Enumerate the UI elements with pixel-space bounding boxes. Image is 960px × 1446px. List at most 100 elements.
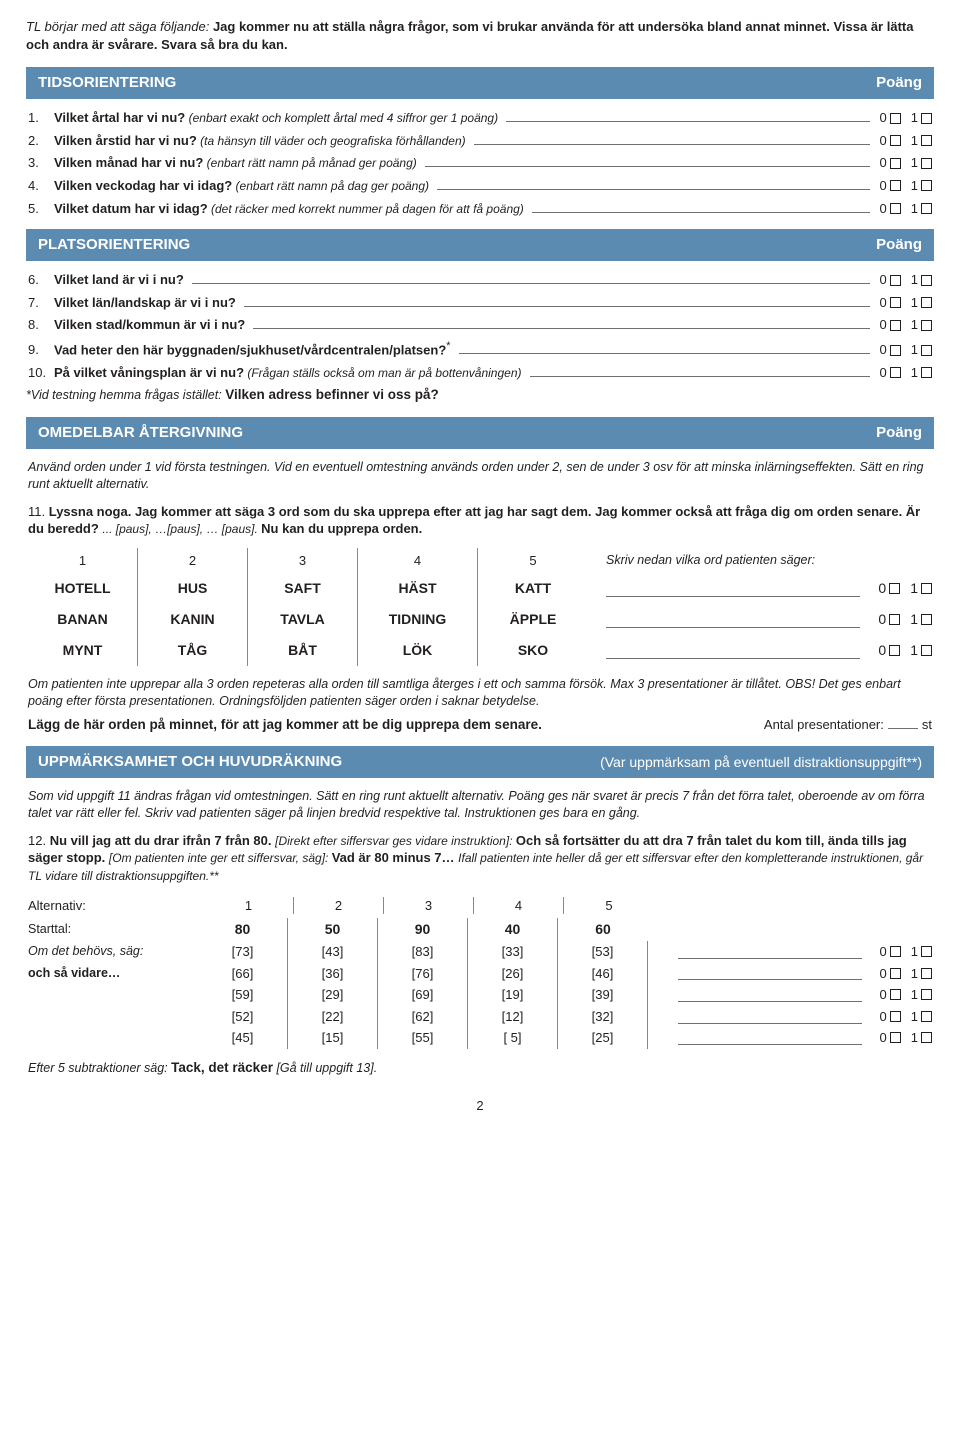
score-boxes: 01 xyxy=(880,132,932,150)
answer-line[interactable] xyxy=(678,1031,862,1045)
checkbox-0[interactable] xyxy=(890,1011,901,1022)
checkbox-1[interactable] xyxy=(921,345,932,356)
checkbox-0[interactable] xyxy=(890,320,901,331)
alt-num: 1 xyxy=(204,897,294,915)
answer-line[interactable] xyxy=(606,642,860,659)
checkbox-1[interactable] xyxy=(921,946,932,957)
checkbox-1[interactable] xyxy=(921,367,932,378)
pres-input-line[interactable] xyxy=(888,717,918,729)
answer-line[interactable] xyxy=(253,318,869,330)
word-cell: LÖK xyxy=(358,635,478,666)
q-text: Vilket land är vi i nu? xyxy=(54,271,184,289)
answer-line[interactable] xyxy=(606,580,860,597)
score-1: 1 xyxy=(911,109,932,127)
sub-num: [73] xyxy=(198,941,288,963)
answer-line[interactable] xyxy=(459,343,870,355)
checkbox-0[interactable] xyxy=(889,645,900,656)
answer-line[interactable] xyxy=(678,988,862,1002)
start-num: 50 xyxy=(288,918,378,941)
answer-line[interactable] xyxy=(244,295,870,307)
score-cell: 01 xyxy=(868,573,932,604)
sub-num: [36] xyxy=(288,963,378,985)
score-1: 1 xyxy=(911,200,932,218)
checkbox-1[interactable] xyxy=(921,113,932,124)
answer-line[interactable] xyxy=(532,201,870,213)
checkbox-1[interactable] xyxy=(921,180,932,191)
checkbox-0[interactable] xyxy=(890,203,901,214)
checkbox-0[interactable] xyxy=(889,583,900,594)
answer-line[interactable] xyxy=(678,966,862,980)
score-1: 1 xyxy=(910,641,932,660)
checkbox-1[interactable] xyxy=(921,158,932,169)
checkbox-1[interactable] xyxy=(921,320,932,331)
after-words-note: Om patienten inte upprepar alla 3 orden … xyxy=(28,676,932,710)
answer-line[interactable] xyxy=(530,365,870,377)
q-num: 6. xyxy=(28,271,50,289)
checkbox-1[interactable] xyxy=(921,275,932,286)
checkbox-0[interactable] xyxy=(890,180,901,191)
score-1: 1 xyxy=(911,965,932,983)
score-0: 0 xyxy=(880,294,901,312)
word-col-num: 4 xyxy=(358,548,478,574)
q12-num: 12. xyxy=(28,833,46,848)
checkbox-0[interactable] xyxy=(890,989,901,1000)
checkbox-0[interactable] xyxy=(890,275,901,286)
question-row: 8.Vilken stad/kommun är vi i nu?01 xyxy=(28,316,932,334)
score-0: 0 xyxy=(880,1029,901,1047)
checkbox-0[interactable] xyxy=(889,614,900,625)
answer-line[interactable] xyxy=(192,273,870,285)
checkbox-0[interactable] xyxy=(890,158,901,169)
sub-num: [15] xyxy=(288,1027,378,1049)
checkbox-0[interactable] xyxy=(890,367,901,378)
checkbox-0[interactable] xyxy=(890,946,901,957)
word-col-num: 5 xyxy=(478,548,588,574)
score-boxes: 01 xyxy=(880,294,932,312)
question-row: 9.Vad heter den här byggnaden/sjukhuset/… xyxy=(28,339,932,359)
checkbox-1[interactable] xyxy=(921,614,932,625)
checkbox-0[interactable] xyxy=(890,113,901,124)
score-boxes: 01 xyxy=(880,154,932,172)
section-header-tidsorientering: TIDSORIENTERING Poäng xyxy=(26,67,934,99)
answer-line[interactable] xyxy=(678,1009,862,1023)
checkbox-1[interactable] xyxy=(921,645,932,656)
answer-line[interactable] xyxy=(437,178,870,190)
checkbox-1[interactable] xyxy=(921,968,932,979)
sub-num: [25] xyxy=(558,1027,648,1049)
sub-num: [53] xyxy=(558,941,648,963)
q12-ital2: [Om patienten inte ger ett siffersvar, s… xyxy=(109,851,332,865)
answer-line[interactable] xyxy=(506,111,869,123)
checkbox-1[interactable] xyxy=(921,583,932,594)
score-cell: 01 xyxy=(872,943,932,961)
start-num: 40 xyxy=(468,918,558,941)
score-1: 1 xyxy=(910,579,932,598)
checkbox-1[interactable] xyxy=(921,203,932,214)
checkbox-0[interactable] xyxy=(890,135,901,146)
q-text: Vilket årtal har vi nu? (enbart exakt oc… xyxy=(54,109,498,127)
checkbox-0[interactable] xyxy=(890,1032,901,1043)
checkbox-1[interactable] xyxy=(921,1011,932,1022)
checkbox-0[interactable] xyxy=(890,968,901,979)
checkbox-1[interactable] xyxy=(921,297,932,308)
answer-line[interactable] xyxy=(474,133,870,145)
section-title: TIDSORIENTERING xyxy=(38,73,176,93)
checkbox-1[interactable] xyxy=(921,135,932,146)
checkbox-0[interactable] xyxy=(890,345,901,356)
sub-num: [ 5] xyxy=(468,1027,558,1049)
tids-questions: 1.Vilket årtal har vi nu? (enbart exakt … xyxy=(26,109,934,217)
word-col-num: 3 xyxy=(248,548,358,574)
answer-line[interactable] xyxy=(678,945,862,959)
q12-ital1: [Direkt efter siffersvar ges vidare inst… xyxy=(275,834,516,848)
q-num: 5. xyxy=(28,200,50,218)
sub-num: [19] xyxy=(468,984,558,1006)
score-1: 1 xyxy=(911,986,932,1004)
pres-label: Antal presentationer: xyxy=(764,716,884,734)
checkbox-0[interactable] xyxy=(890,297,901,308)
answer-line[interactable] xyxy=(425,156,870,168)
score-1: 1 xyxy=(911,271,932,289)
score-0: 0 xyxy=(880,316,901,334)
q-text: Vilket län/landskap är vi i nu? xyxy=(54,294,236,312)
checkbox-1[interactable] xyxy=(921,989,932,1000)
omedelbar-body: Använd orden under 1 vid första testning… xyxy=(26,459,934,734)
answer-line[interactable] xyxy=(606,611,860,628)
checkbox-1[interactable] xyxy=(921,1032,932,1043)
